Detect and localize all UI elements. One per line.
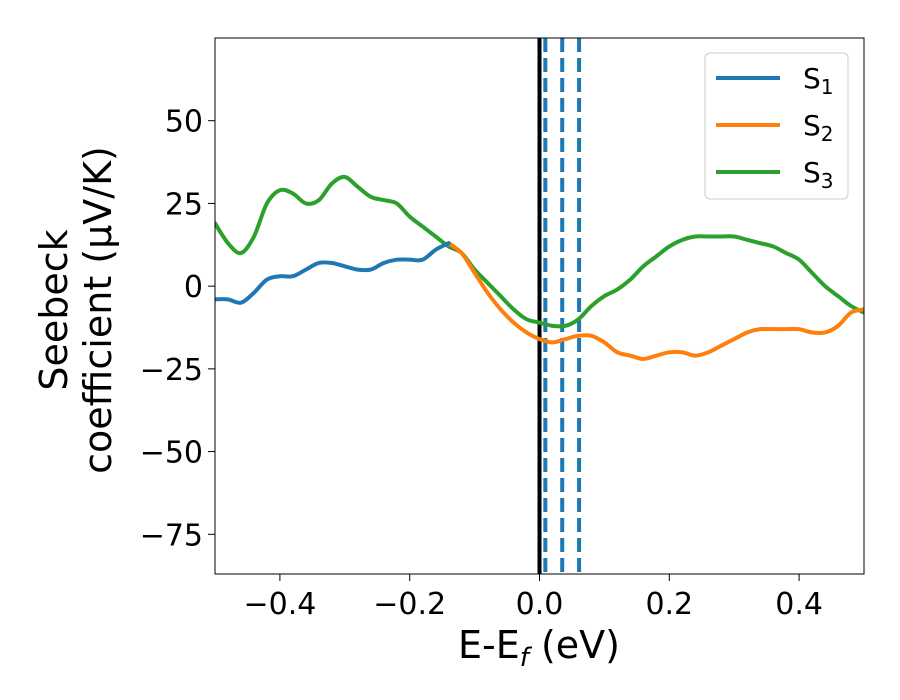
series-line-s3 xyxy=(215,174,864,329)
legend: S1 S2 S3 xyxy=(704,52,849,200)
x-tick-label: 0.4 xyxy=(775,587,823,622)
x-axis-title: E-Ef (eV) xyxy=(458,623,620,673)
x-axis-title-unit: (eV) xyxy=(529,623,620,667)
y-tick-label: −75 xyxy=(140,518,203,553)
series-line-s2 xyxy=(446,241,864,361)
y-tick-label: −25 xyxy=(140,353,203,388)
y-axis-title-line1: Seebeck xyxy=(32,229,76,390)
x-axis: −0.4 −0.2 0.0 0.2 0.4 xyxy=(243,574,823,622)
series-lines xyxy=(215,174,864,361)
series-line-s1 xyxy=(215,241,451,305)
y-tick-label: 50 xyxy=(165,105,203,140)
legend-label-s3: S3 xyxy=(803,156,834,193)
plot-area xyxy=(215,38,864,574)
y-axis-title: Seebeck coefficient (μV/K) xyxy=(32,146,120,474)
x-tick-label: 0.2 xyxy=(645,587,693,622)
x-tick-label: −0.2 xyxy=(373,587,446,622)
y-axis: 50 25 0 −25 −50 −75 xyxy=(140,105,215,553)
x-tick-label: 0.0 xyxy=(516,587,564,622)
legend-label-s2: S2 xyxy=(803,109,834,146)
y-tick-label: −50 xyxy=(140,436,203,471)
vertical-markers xyxy=(537,38,582,574)
y-tick-label: 25 xyxy=(165,187,203,222)
legend-label-s1: S1 xyxy=(803,62,834,99)
y-tick-label: 0 xyxy=(184,270,203,305)
y-axis-title-line2: coefficient (μV/K) xyxy=(76,146,120,474)
x-axis-title-main: E-E xyxy=(458,623,520,667)
x-tick-label: −0.4 xyxy=(243,587,316,622)
